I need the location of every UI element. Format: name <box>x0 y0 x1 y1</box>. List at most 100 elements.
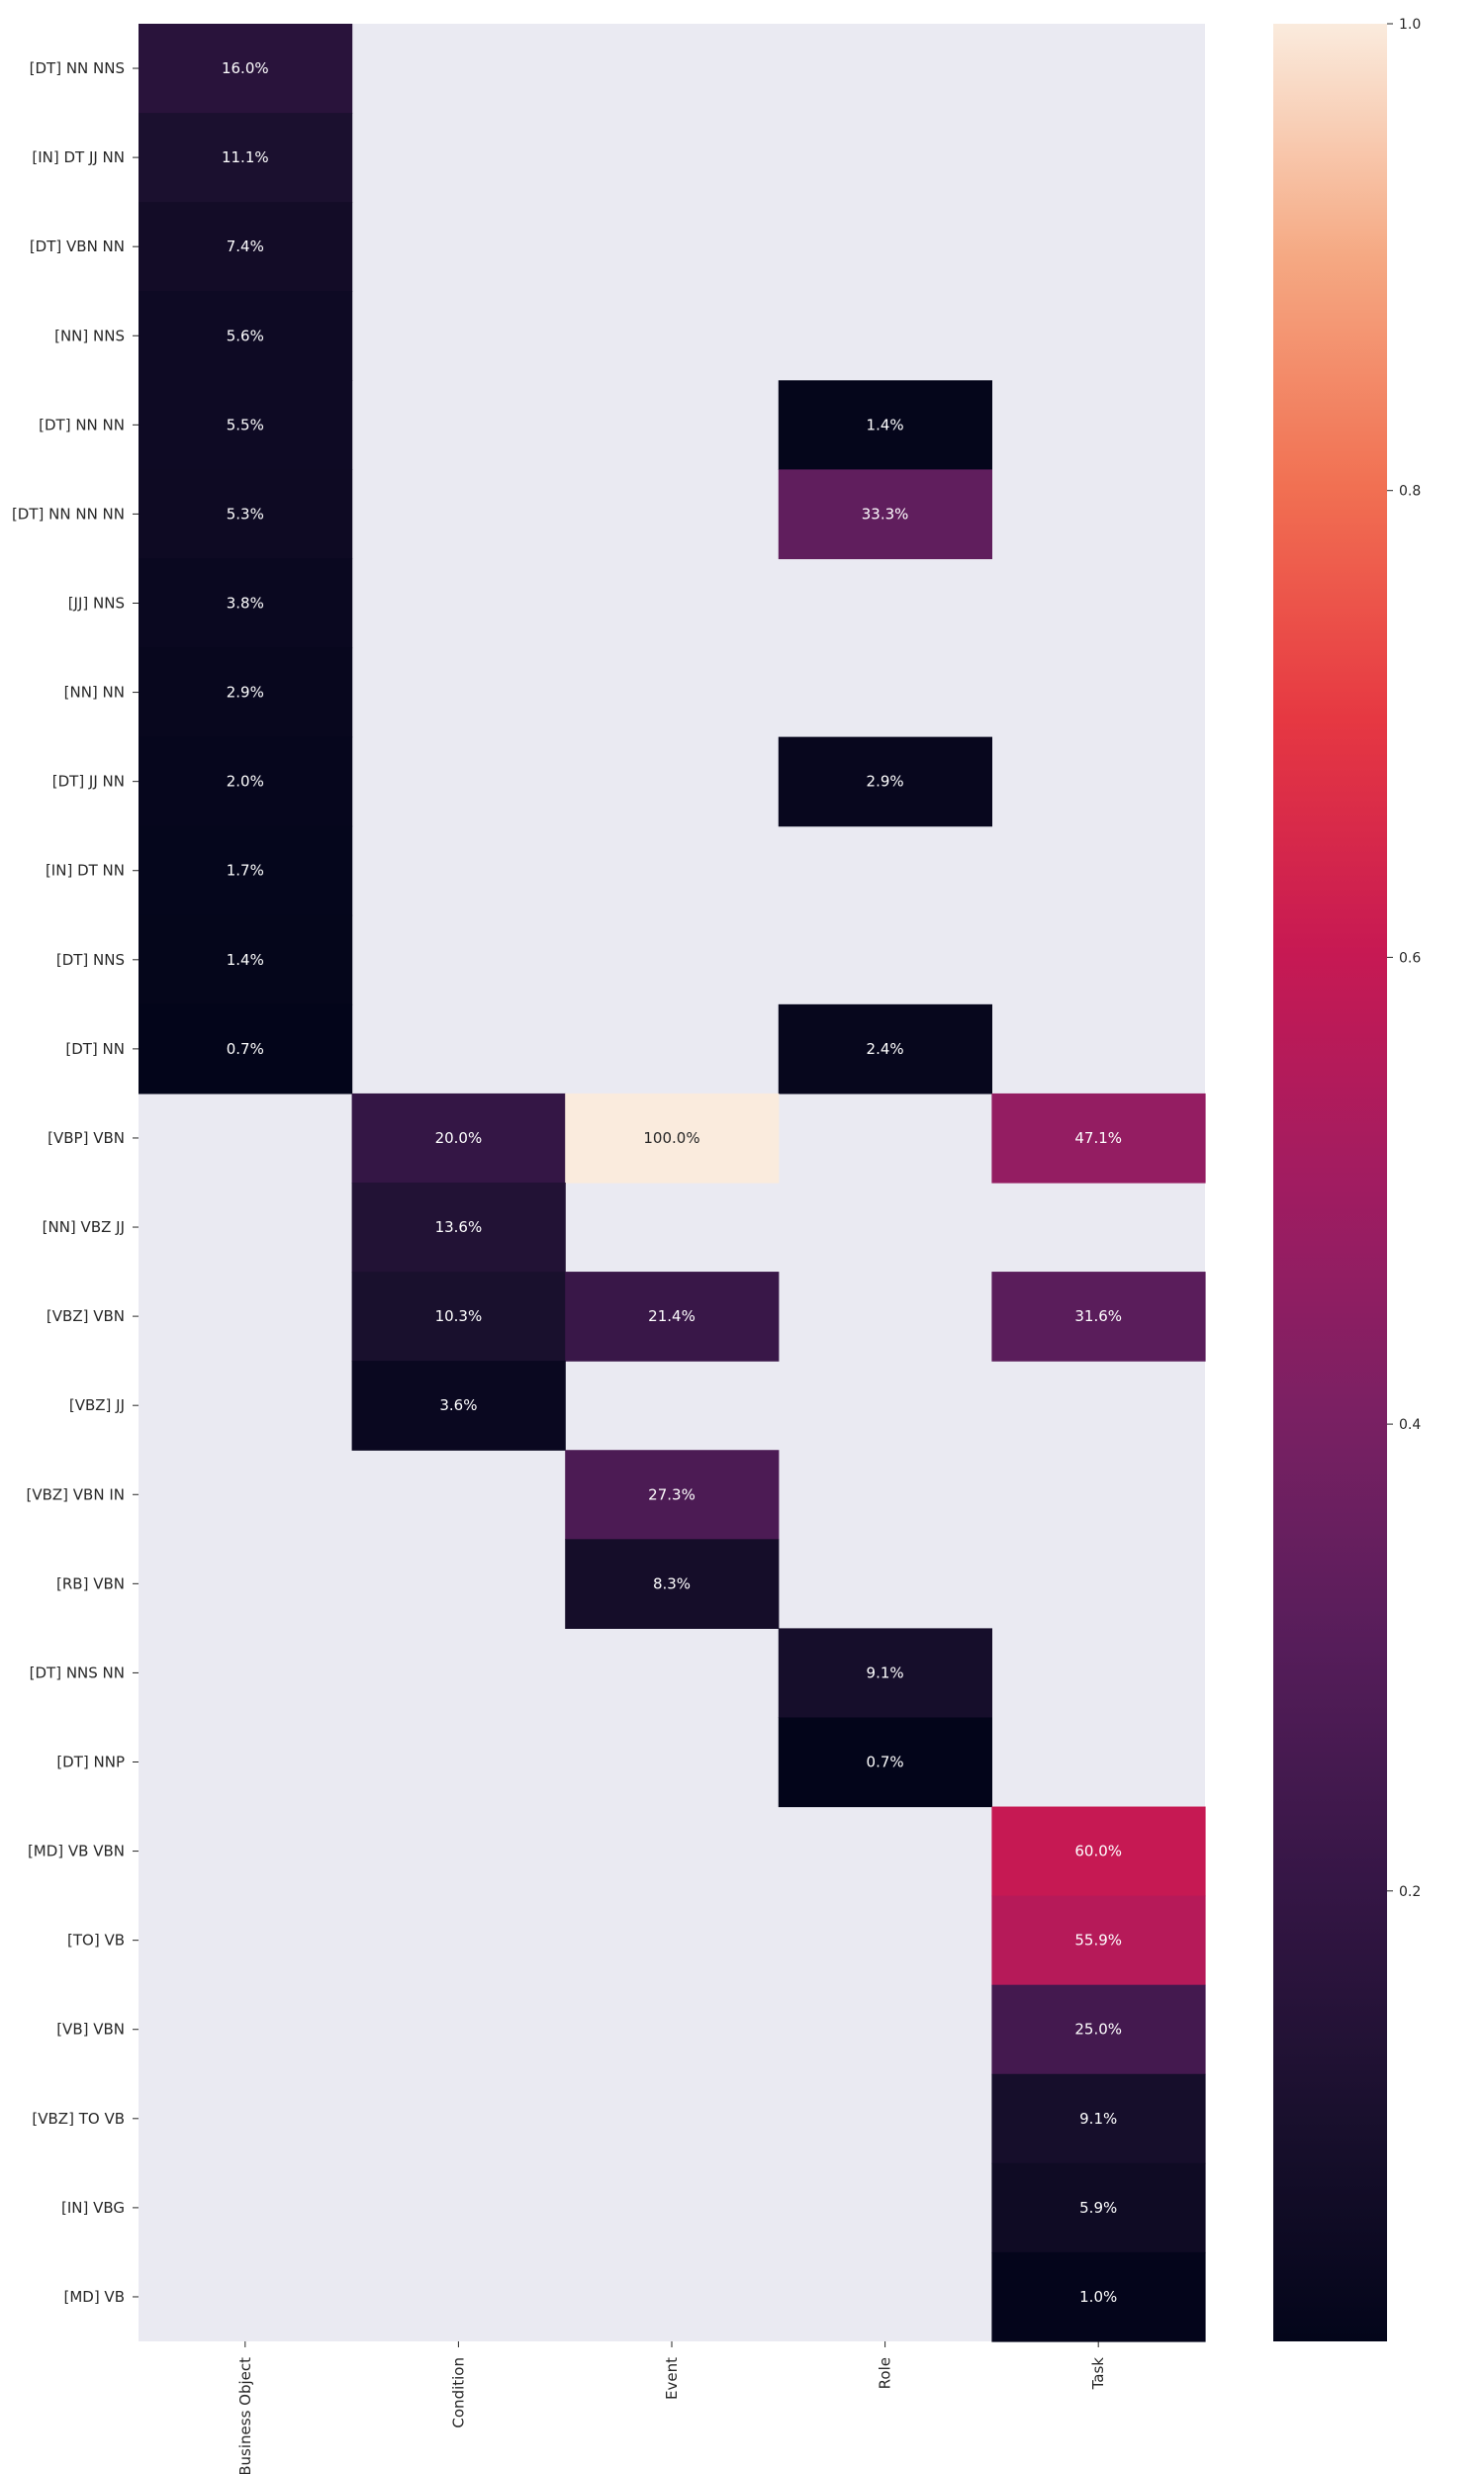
column-tick-labels: Business Object Condition Event Role Task <box>236 2341 1107 2474</box>
heatmap-cell-label: 1.4% <box>867 416 904 433</box>
heatmap-cell <box>139 647 353 738</box>
row-tick-label: [VBZ] JJ <box>69 1396 125 1414</box>
heatmap-cell <box>991 1984 1206 2075</box>
colorbar-tick-label: 0.8 <box>1399 484 1421 500</box>
heatmap-cell-label: 8.3% <box>653 1574 691 1592</box>
row-tick-label: [DT] NN NNS <box>30 59 125 77</box>
row-tick-label: [DT] NNP <box>56 1754 125 1771</box>
heatmap-cell-label: 21.4% <box>648 1307 696 1325</box>
heatmap-cells <box>139 24 1206 2342</box>
heatmap-cell-label: 0.7% <box>867 1754 904 1771</box>
row-tick-label: [VB] VBN <box>56 2021 125 2039</box>
heatmap-cell-label: 100.0% <box>643 1129 699 1147</box>
row-tick-label: [NN] VBZ JJ <box>43 1218 125 1236</box>
heatmap-cell-label: 60.0% <box>1074 1843 1122 1860</box>
heatmap-cell-label: 27.3% <box>648 1485 696 1503</box>
heatmap-cell-label: 0.7% <box>227 1040 264 1058</box>
heatmap-cell-label: 9.1% <box>1079 2110 1117 2128</box>
row-tick-label: [IN] DT JJ NN <box>32 148 125 166</box>
heatmap-cell-label: 5.6% <box>227 327 264 344</box>
heatmap-cell-label: 5.3% <box>227 505 264 523</box>
heatmap-cell <box>139 113 353 203</box>
heatmap-cell <box>565 1450 780 1540</box>
heatmap-cell <box>139 825 353 916</box>
heatmap-cell-label: 3.8% <box>227 595 264 613</box>
heatmap-cell-labels: 16.0% 11.1% 7.4% 5.6% 5.5% 1.4% 5.3% 33.3% 3.8% 2… <box>222 59 1122 2306</box>
heatmap-cell-label: 16.0% <box>222 59 269 77</box>
row-tick-label: [IN] DT NN <box>46 862 125 880</box>
colorbar-tick-label: 0.2 <box>1399 1884 1421 1900</box>
heatmap-cell <box>991 1895 1206 1986</box>
heatmap-cell-label: 1.0% <box>1079 2288 1117 2306</box>
heatmap-cell-label: 5.9% <box>1079 2199 1117 2217</box>
colorbar <box>1273 24 1387 2341</box>
row-tick-label: [DT] NNS NN <box>30 1664 125 1681</box>
colorbar-tick-label: 0.4 <box>1399 1417 1421 1433</box>
heatmap-cell-label: 55.9% <box>1074 1932 1122 1950</box>
row-tick-label: [NN] NNS <box>54 327 125 344</box>
row-tick-label: [DT] JJ NN <box>52 773 125 791</box>
column-tick-label: Event <box>663 2357 681 2400</box>
row-tick-label: [VBZ] TO VB <box>32 2110 125 2128</box>
row-tick-label: [NN] NN <box>64 684 125 702</box>
heatmap-cell <box>991 1093 1206 1184</box>
heatmap-cell <box>351 1093 566 1184</box>
row-tick-label: [DT] VBN NN <box>30 238 125 255</box>
heatmap-cell-label: 47.1% <box>1074 1129 1122 1147</box>
heatmap-cell-label: 7.4% <box>227 238 264 255</box>
heatmap-cell <box>778 469 992 560</box>
row-tick-label: [VBZ] VBN IN <box>27 1485 126 1503</box>
heatmap-cell <box>139 469 353 560</box>
row-tick-label: [JJ] NNS <box>68 595 125 613</box>
row-tick-label: [MD] VB VBN <box>28 1843 125 1860</box>
colorbar-tick-label: 1.0 <box>1399 17 1421 33</box>
heatmap-cell-label: 2.4% <box>867 1040 904 1058</box>
heatmap-cell-label: 9.1% <box>867 1664 904 1681</box>
heatmap-cell-label: 33.3% <box>862 505 909 523</box>
heatmap-cell <box>351 1361 566 1451</box>
heatmap-cell-label: 2.9% <box>867 773 904 791</box>
column-tick-label: Task <box>1089 2357 1107 2391</box>
heatmap-cell-label: 2.9% <box>227 684 264 702</box>
heatmap-cell <box>991 2073 1206 2164</box>
column-tick-label: Role <box>877 2357 894 2389</box>
colorbar-ticks: 1.0 0.8 0.6 0.4 0.2 <box>1387 17 1421 1900</box>
row-tick-label: [DT] NNS <box>56 951 125 969</box>
heatmap-cell <box>778 736 992 827</box>
heatmap-cell <box>991 2251 1206 2342</box>
heatmap-cell <box>139 1003 353 1094</box>
row-tick-label: [TO] VB <box>67 1932 125 1950</box>
heatmap-cell-label: 1.7% <box>227 862 264 880</box>
heatmap-cell-label: 11.1% <box>222 148 269 166</box>
heatmap-cell <box>778 380 992 470</box>
heatmap-cell <box>351 1272 566 1362</box>
heatmap-cell-label: 5.5% <box>227 416 264 433</box>
heatmap-cell <box>778 1628 992 1719</box>
heatmap-cell-label: 13.6% <box>435 1218 483 1236</box>
heatmap-cell <box>778 1003 992 1094</box>
heatmap-cell <box>778 1717 992 1808</box>
row-tick-label: [DT] NN NN <box>39 416 125 433</box>
row-tick-label: [MD] VB <box>63 2288 125 2306</box>
heatmap-cell <box>565 1539 780 1629</box>
heatmap-cell <box>565 1093 780 1184</box>
heatmap-cell <box>139 380 353 470</box>
row-tick-label: [IN] VBG <box>61 2199 125 2217</box>
colorbar-tick-label: 0.6 <box>1399 950 1421 966</box>
heatmap-cell <box>139 558 353 649</box>
column-tick-label: Condition <box>449 2357 467 2428</box>
heatmap-cell-label: 3.6% <box>439 1396 477 1414</box>
heatmap-cell <box>991 2162 1206 2253</box>
heatmap-cell <box>139 736 353 827</box>
row-tick-label: [DT] NN <box>65 1040 125 1058</box>
heatmap-cell-label: 25.0% <box>1074 2021 1122 2039</box>
row-tick-label: [VBP] VBN <box>47 1129 125 1147</box>
row-tick-labels: [DT] NN NNS [IN] DT JJ NN [DT] VBN NN [NN] … <box>12 59 139 2306</box>
heatmap-cell <box>139 914 353 1005</box>
heatmap-cell-label: 31.6% <box>1074 1307 1122 1325</box>
heatmap-cell <box>139 202 353 292</box>
heatmap-cell <box>351 1183 566 1273</box>
heatmap-cell <box>991 1272 1206 1362</box>
heatmap-cell <box>139 24 353 114</box>
heatmap-cell-label: 20.0% <box>435 1129 483 1147</box>
